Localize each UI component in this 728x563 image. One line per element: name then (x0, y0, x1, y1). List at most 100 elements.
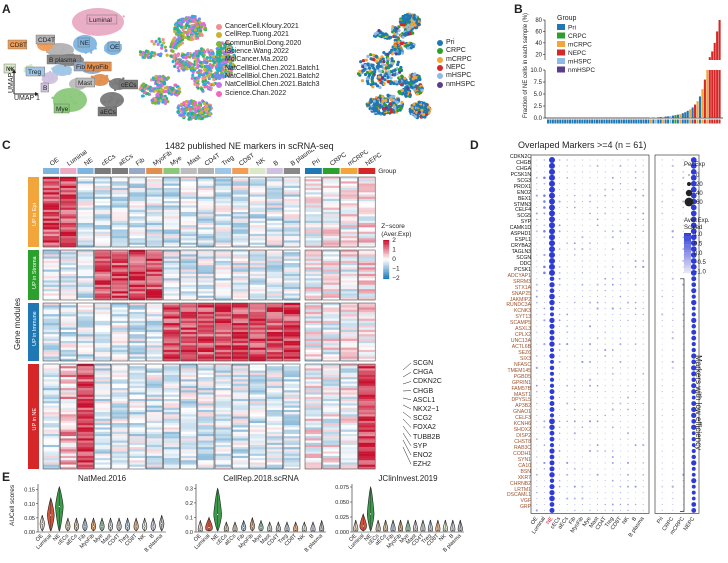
heatmap-cell (266, 282, 283, 285)
heatmap-cell (111, 316, 128, 319)
umap-study-point (199, 60, 203, 65)
heatmap-cell (249, 260, 266, 264)
heatmap-cell (163, 242, 180, 246)
heatmap-cell (94, 278, 111, 281)
heatmap-cell (266, 291, 283, 294)
heatmap-cell (146, 381, 163, 384)
heatmap-cell (43, 267, 60, 270)
heatmap-cell (43, 225, 60, 228)
heatmap-cell (77, 464, 94, 468)
umap-group-point (403, 13, 407, 18)
heatmap-cell (146, 325, 163, 328)
heatmap-cell (180, 201, 197, 204)
heatmap-cell (305, 431, 322, 435)
heatmap-cell (129, 309, 146, 313)
heatmap-cell (215, 291, 232, 294)
sample-group-strip (662, 119, 665, 124)
bar (711, 70, 714, 118)
heatmap-cell (60, 314, 77, 317)
heatmap-cell (358, 293, 376, 296)
dotplot-dot (661, 159, 663, 161)
heatmap-cell (266, 212, 283, 215)
heatmap-cell (77, 276, 94, 279)
umap-group-point (365, 70, 369, 75)
heatmap-cell (305, 434, 322, 437)
heatmap-cell (305, 409, 322, 413)
heatmap-cell (111, 295, 128, 299)
heatmap-cell (180, 309, 197, 313)
heatmap-cell (94, 311, 111, 315)
umap-cluster-label: Luminal (89, 17, 112, 24)
heatmap-cell (163, 460, 180, 463)
heatmap-cell (197, 318, 214, 322)
heatmap-cell (340, 198, 358, 202)
umap-point (113, 88, 117, 92)
umap-study-point (184, 23, 189, 27)
heatmap-cell (322, 343, 340, 346)
heatmap-cell-border (249, 176, 266, 248)
heatmap-cell (358, 231, 376, 235)
heatmap-cell (94, 364, 111, 367)
umap-group-point (416, 86, 420, 90)
heatmap-cell (215, 431, 232, 435)
sample-group-strip (694, 119, 697, 124)
heatmap-cell (305, 280, 322, 283)
heatmap-cell (340, 370, 358, 373)
heatmap-cell (215, 423, 232, 426)
heatmap-module-label: UP in Stroma (32, 255, 38, 289)
heatmap-cell (358, 466, 376, 470)
umap-study-point (187, 16, 191, 20)
heatmap-cell (146, 358, 163, 362)
heatmap-cell (180, 196, 197, 200)
heatmap-cell (249, 220, 266, 224)
heatmap-cell (249, 379, 266, 382)
heatmap-cell (197, 260, 214, 264)
legend-swatch (437, 40, 443, 47)
heatmap-cell (146, 336, 163, 339)
heatmap-cell (111, 209, 128, 213)
heatmap-cell (305, 405, 322, 408)
sample-group-strip (689, 119, 692, 124)
heatmap-cell (266, 201, 283, 204)
heatmap-cell (111, 198, 128, 202)
heatmap-cell (197, 284, 214, 288)
colorbar-step (383, 271, 390, 273)
heatmap-cell (322, 218, 340, 221)
heatmap-cell (197, 412, 214, 415)
heatmap-cell (340, 455, 358, 459)
highlight-gene-connector (402, 439, 412, 456)
heatmap-cell (322, 194, 340, 197)
heatmap-cell (163, 447, 180, 450)
heatmap-cell (266, 325, 283, 328)
bar (667, 116, 670, 118)
heatmap-cell (197, 440, 214, 443)
heatmap-cell (94, 352, 111, 355)
heatmap-cell (305, 218, 322, 221)
heatmap-cell (215, 425, 232, 428)
heatmap-cell (215, 438, 232, 441)
heatmap-cell (322, 220, 340, 224)
heatmap-cell (358, 447, 376, 450)
heatmap-cell (180, 431, 197, 435)
heatmap-cell (215, 271, 232, 275)
heatmap-cell (232, 364, 249, 367)
heatmap-cell (249, 372, 266, 376)
heatmap-cell (146, 218, 163, 221)
heatmap-cell (305, 314, 322, 317)
heatmap-cell (43, 205, 60, 208)
heatmap-cell (129, 429, 146, 433)
heatmap-cell (340, 332, 358, 335)
heatmap-cell (77, 284, 94, 288)
bar (716, 70, 719, 118)
umap-study-point (156, 42, 160, 46)
heatmap-cell (249, 250, 266, 253)
heatmap-cell (305, 438, 322, 441)
umap-group-point (381, 57, 385, 61)
heatmap-cell (340, 453, 358, 457)
dotplot-dot (581, 165, 583, 167)
umap-study-point (210, 65, 214, 70)
umap-group-point (395, 100, 399, 104)
heatmap-cell (43, 436, 60, 439)
heatmap-cell (129, 399, 146, 402)
heatmap-cell (146, 295, 163, 299)
